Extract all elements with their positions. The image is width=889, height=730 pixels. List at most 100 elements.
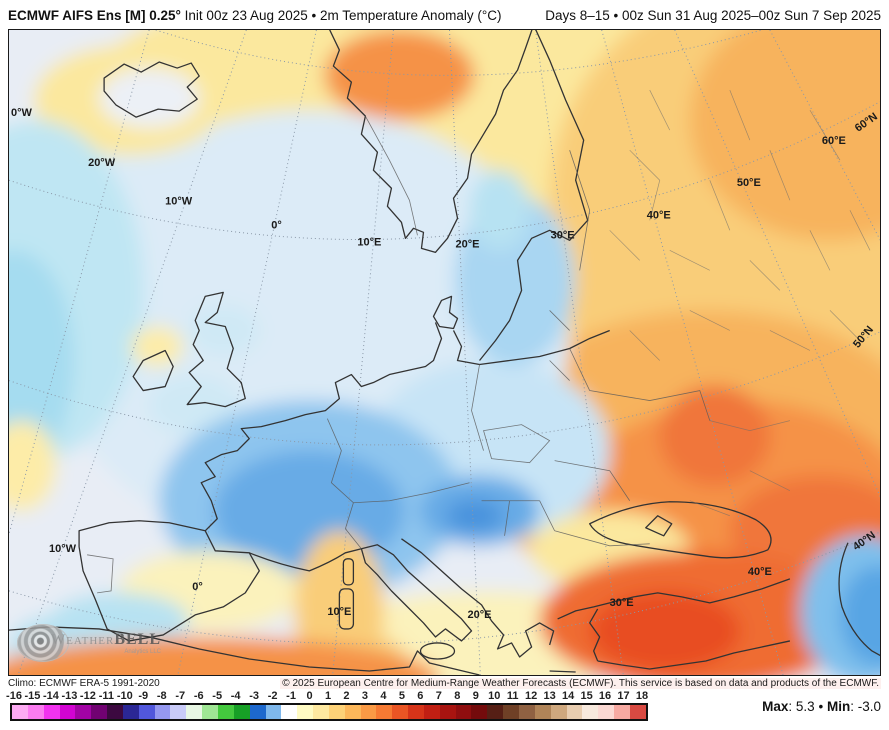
- colorbar-cell-30: [487, 705, 504, 719]
- tick-label-14: 14: [561, 690, 575, 702]
- colorbar-cell-5: [91, 705, 108, 719]
- tick-label--6: -6: [193, 690, 204, 702]
- colorbar-cell-19: [313, 705, 329, 719]
- geo-label-16: 20°E: [468, 609, 492, 621]
- colorbar-cell-10: [170, 705, 187, 719]
- colorbar-cell-7: [122, 705, 139, 719]
- geo-label-2: 10°W: [165, 195, 193, 207]
- colorbar-cell-6: [107, 705, 123, 719]
- colorbar-cell-39: [629, 705, 646, 719]
- colorbar-cell-15: [249, 705, 266, 719]
- tick-label--15: -15: [24, 690, 41, 702]
- logo-bell-text: BELL: [114, 630, 162, 648]
- colorbar-cell-21: [344, 705, 361, 719]
- colorbar-cell-33: [534, 705, 551, 719]
- tick-label-17: 17: [617, 690, 630, 702]
- colorbar-tick-labels: -16 -15 -14 -13 -12 -11 -10 -9 -8 -7 -6 -5 -4 -3 -2 -1 0…: [6, 690, 650, 702]
- colorbar-cell-24: [392, 705, 409, 719]
- colorbar-cell-25: [408, 705, 424, 719]
- tick-label-12: 12: [525, 690, 538, 702]
- colorbar-cell-16: [265, 705, 282, 719]
- anomaly-field-layer: [9, 30, 880, 675]
- tick-label-9: 9: [472, 690, 479, 702]
- colorbar-cell-29: [471, 705, 488, 719]
- tick-label-13: 13: [543, 690, 556, 702]
- copyright-note: © 2025 European Centre for Medium-Range …: [280, 678, 881, 689]
- tick-label-15: 15: [580, 690, 593, 702]
- colorbar-cell-26: [423, 705, 440, 719]
- colorbar-cell-37: [598, 705, 615, 719]
- geo-label-13: 10°W: [49, 543, 77, 555]
- init-and-variable: Init 00z 23 Aug 2025 • 2m Temperature An…: [180, 7, 502, 23]
- colorbar-cell-31: [503, 705, 519, 719]
- colorbar-cell-28: [455, 705, 472, 719]
- tick-label-10: 10: [488, 690, 501, 702]
- colorbar-cell-38: [614, 705, 630, 719]
- colorbar-cell-0: [12, 705, 28, 719]
- colorbar-cell-3: [59, 705, 76, 719]
- geo-label-18: 40°E: [748, 566, 772, 578]
- colorbar-cell-4: [75, 705, 92, 719]
- map-area: 0°W 20°W 10°W 0° 10°E 20°E 30°E 40°E 50°E 60°E 60°…: [8, 29, 881, 676]
- tick-label-11: 11: [506, 690, 519, 702]
- colorbar-cell-35: [566, 705, 583, 719]
- tick-label--11: -11: [98, 690, 114, 702]
- tick-label--7: -7: [175, 690, 186, 702]
- colorbar-cell-32: [519, 705, 535, 719]
- geo-label-5: 20°E: [456, 238, 480, 250]
- min-label: Min: [826, 699, 851, 714]
- attribution-row: Climo: ECMWF ERA-5 1991-2020 © 2025 Euro…: [8, 677, 881, 690]
- graticule-layer: [9, 30, 880, 675]
- tick-label--14: -14: [42, 690, 59, 702]
- colorbar-cell-8: [138, 705, 155, 719]
- colorbar-cell-9: [154, 705, 171, 719]
- geo-label-4: 10°E: [357, 236, 381, 248]
- geo-label-3: 0°: [271, 219, 282, 231]
- geo-label-17: 30°E: [610, 597, 634, 609]
- colorbar-cell-13: [217, 705, 234, 719]
- tick-label--16: -16: [6, 690, 22, 702]
- colorbar-cell-27: [439, 705, 456, 719]
- colorbar-cell-2: [43, 705, 60, 719]
- region-borders-layer: [609, 89, 871, 517]
- geo-label-9: 60°E: [822, 135, 846, 147]
- min-value: -3.0: [857, 699, 881, 714]
- geo-label-6: 30°E: [551, 229, 575, 241]
- geo-label-1: 20°W: [88, 157, 116, 169]
- colorbar-cell-23: [376, 705, 393, 719]
- tick-label-16: 16: [598, 690, 612, 702]
- geo-label-7: 40°E: [647, 209, 671, 221]
- tick-label--12: -12: [79, 690, 96, 702]
- tick-label--10: -10: [116, 690, 133, 702]
- geo-label-8: 50°E: [737, 177, 761, 189]
- tick-label--3: -3: [249, 690, 259, 702]
- swirl-icon: [17, 624, 69, 662]
- max-min-readout: Max: 5.3 • Min: -3.0: [762, 699, 881, 714]
- max-value: 5.3: [795, 699, 815, 714]
- tick-label-4: 4: [380, 690, 387, 702]
- colorbar-cell-12: [202, 705, 218, 719]
- colorbar-cell-36: [582, 705, 599, 719]
- logo-subtext: Analytics LLC: [124, 648, 162, 655]
- colorbar-cell-17: [281, 705, 298, 719]
- tick-label-18: 18: [635, 690, 649, 702]
- tick-label-8: 8: [454, 690, 461, 702]
- page-title-right: Days 8–15 • 00z Sun 31 Aug 2025–00z Sun …: [545, 7, 881, 23]
- tick-label--8: -8: [156, 690, 167, 702]
- tick-label--5: -5: [212, 690, 223, 702]
- max-label: Max: [762, 699, 789, 714]
- colorbar-cell-34: [550, 705, 567, 719]
- geo-label-14: 0°: [192, 581, 203, 593]
- country-borders-layer: [87, 115, 711, 594]
- tick-label-6: 6: [417, 690, 424, 702]
- tick-label-3: 3: [361, 690, 368, 702]
- tick-label-7: 7: [435, 690, 442, 702]
- colorbar: [10, 703, 648, 721]
- coastline-layer: [9, 30, 880, 675]
- colorbar-cell-22: [360, 705, 377, 719]
- colorbar-cell-20: [328, 705, 345, 719]
- colorbar-cell-18: [297, 705, 314, 719]
- colorbar-cell-14: [233, 705, 250, 719]
- tick-label--13: -13: [61, 690, 78, 702]
